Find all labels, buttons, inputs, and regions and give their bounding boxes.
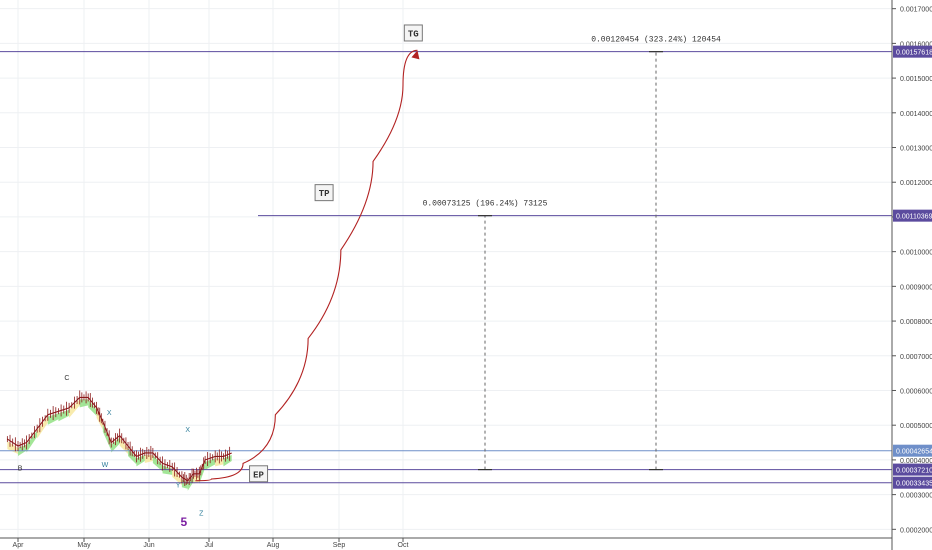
price-tags: 0.00157618 0.00110369 0.00042654 0.00037210… — [893, 45, 932, 489]
price-tag-label: 0.00033435 — [896, 481, 932, 488]
wave-labels: C B X W X Y Z 5 — [18, 375, 204, 529]
x-tick-label: Jul — [205, 542, 214, 549]
boxed-label-frame — [314, 184, 334, 202]
price-tag-label: 0.00042654 — [896, 449, 932, 456]
wave-label: Y — [176, 483, 181, 490]
x-tick-label: Aug — [267, 542, 280, 549]
wave-label: X — [185, 427, 190, 434]
price-tag-label: 0.00157618 — [896, 50, 932, 57]
x-tick-label: May — [77, 542, 91, 549]
price-tag — [893, 444, 932, 457]
boxed-labels: TG TP EP — [249, 24, 423, 483]
price-tag — [893, 45, 932, 58]
price-tag — [893, 463, 932, 476]
wave-label: C — [64, 375, 69, 382]
measure-label: 0.00120454 (323.24%) 120454 — [591, 36, 721, 45]
x-tick-label: Jun — [143, 542, 154, 549]
projection-curve — [195, 49, 420, 482]
projection-curve-path — [195, 49, 418, 482]
boxed-label-frame — [403, 24, 423, 42]
boxed-label-text: EP — [253, 470, 264, 480]
price-tag — [893, 209, 932, 222]
x-tick-label: Sep — [333, 542, 346, 549]
measurement-tools: 0.00073125 (196.24%) 73125 0.00120454 (32… — [423, 36, 721, 471]
measure-label: 0.00073125 (196.24%) 73125 — [423, 200, 548, 209]
price-tag-label: 0.00110369 — [896, 214, 932, 221]
boxed-label-text: TG — [408, 29, 419, 39]
x-tick-label: Apr — [13, 542, 25, 549]
y-tick-label: 0.00020000 — [900, 527, 932, 534]
price-series — [6, 390, 232, 486]
projection-arrowhead — [411, 50, 420, 60]
price-line — [7, 396, 232, 482]
wave-label: 5 — [180, 515, 187, 529]
price-tag — [893, 476, 932, 489]
x-tick-label: Oct — [398, 542, 409, 549]
boxed-label-frame — [249, 465, 269, 483]
price-tag-label: 0.00037210 — [896, 468, 932, 475]
wave-label: B — [18, 465, 23, 472]
time-axis[interactable]: Apr May Jun Jul Aug Sep Oct — [13, 538, 409, 549]
wave-label: Z — [199, 510, 204, 517]
wave-label: W — [102, 462, 109, 469]
wave-label: X — [107, 410, 112, 417]
cloud-segment — [37, 416, 48, 439]
chart-grid — [0, 0, 892, 538]
boxed-label-text: TP — [319, 189, 330, 199]
